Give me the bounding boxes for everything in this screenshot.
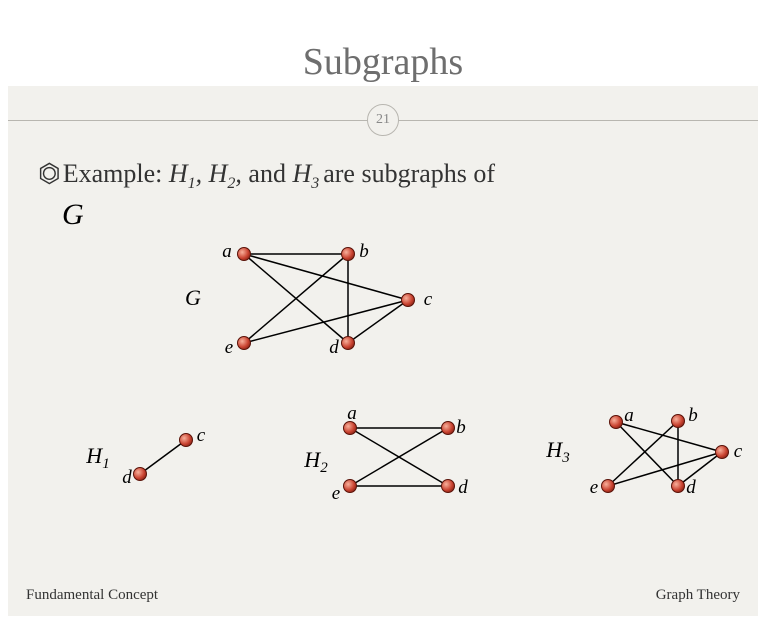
node-label: b [688, 405, 698, 427]
node [133, 467, 147, 481]
node [609, 415, 623, 429]
node-label: d [686, 477, 696, 499]
edges-svg [8, 8, 766, 632]
node [671, 479, 685, 493]
edge [608, 452, 722, 486]
node [341, 247, 355, 261]
graph-label: H2 [304, 447, 327, 477]
node-label: e [590, 477, 598, 499]
node-label: b [359, 241, 369, 263]
edge [616, 422, 678, 486]
node-label: e [332, 483, 340, 505]
slide: Subgraphs 21 ⏣Example: H1, H2, and H3 ar… [8, 8, 758, 616]
node-label: d [122, 467, 132, 489]
node [601, 479, 615, 493]
page-number-badge: 21 [367, 104, 399, 136]
node [671, 414, 685, 428]
node [341, 336, 355, 350]
graph-label: G [185, 285, 201, 311]
node-label: c [197, 425, 205, 447]
node-label: a [624, 405, 634, 427]
node-label: a [347, 403, 357, 425]
footer-left: Fundamental Concept [26, 587, 158, 604]
node-label: a [222, 241, 232, 263]
graph-label: H1 [86, 443, 109, 473]
node [715, 445, 729, 459]
graph-area: abcdeGcdH1abdeH2abcdeH3 [8, 8, 758, 616]
node [441, 421, 455, 435]
node [401, 293, 415, 307]
node-label: d [458, 477, 468, 499]
node-label: e [225, 337, 233, 359]
node-label: d [329, 337, 339, 359]
graph-label: H3 [546, 437, 569, 467]
edge [244, 254, 408, 300]
node [237, 336, 251, 350]
edge [140, 440, 186, 474]
edge [678, 452, 722, 486]
node [179, 433, 193, 447]
edge [348, 300, 408, 343]
node [343, 479, 357, 493]
node-label: c [734, 441, 742, 463]
node [441, 479, 455, 493]
node-label: b [456, 417, 466, 439]
node-label: c [424, 289, 432, 311]
node [237, 247, 251, 261]
footer-right: Graph Theory [656, 587, 740, 604]
